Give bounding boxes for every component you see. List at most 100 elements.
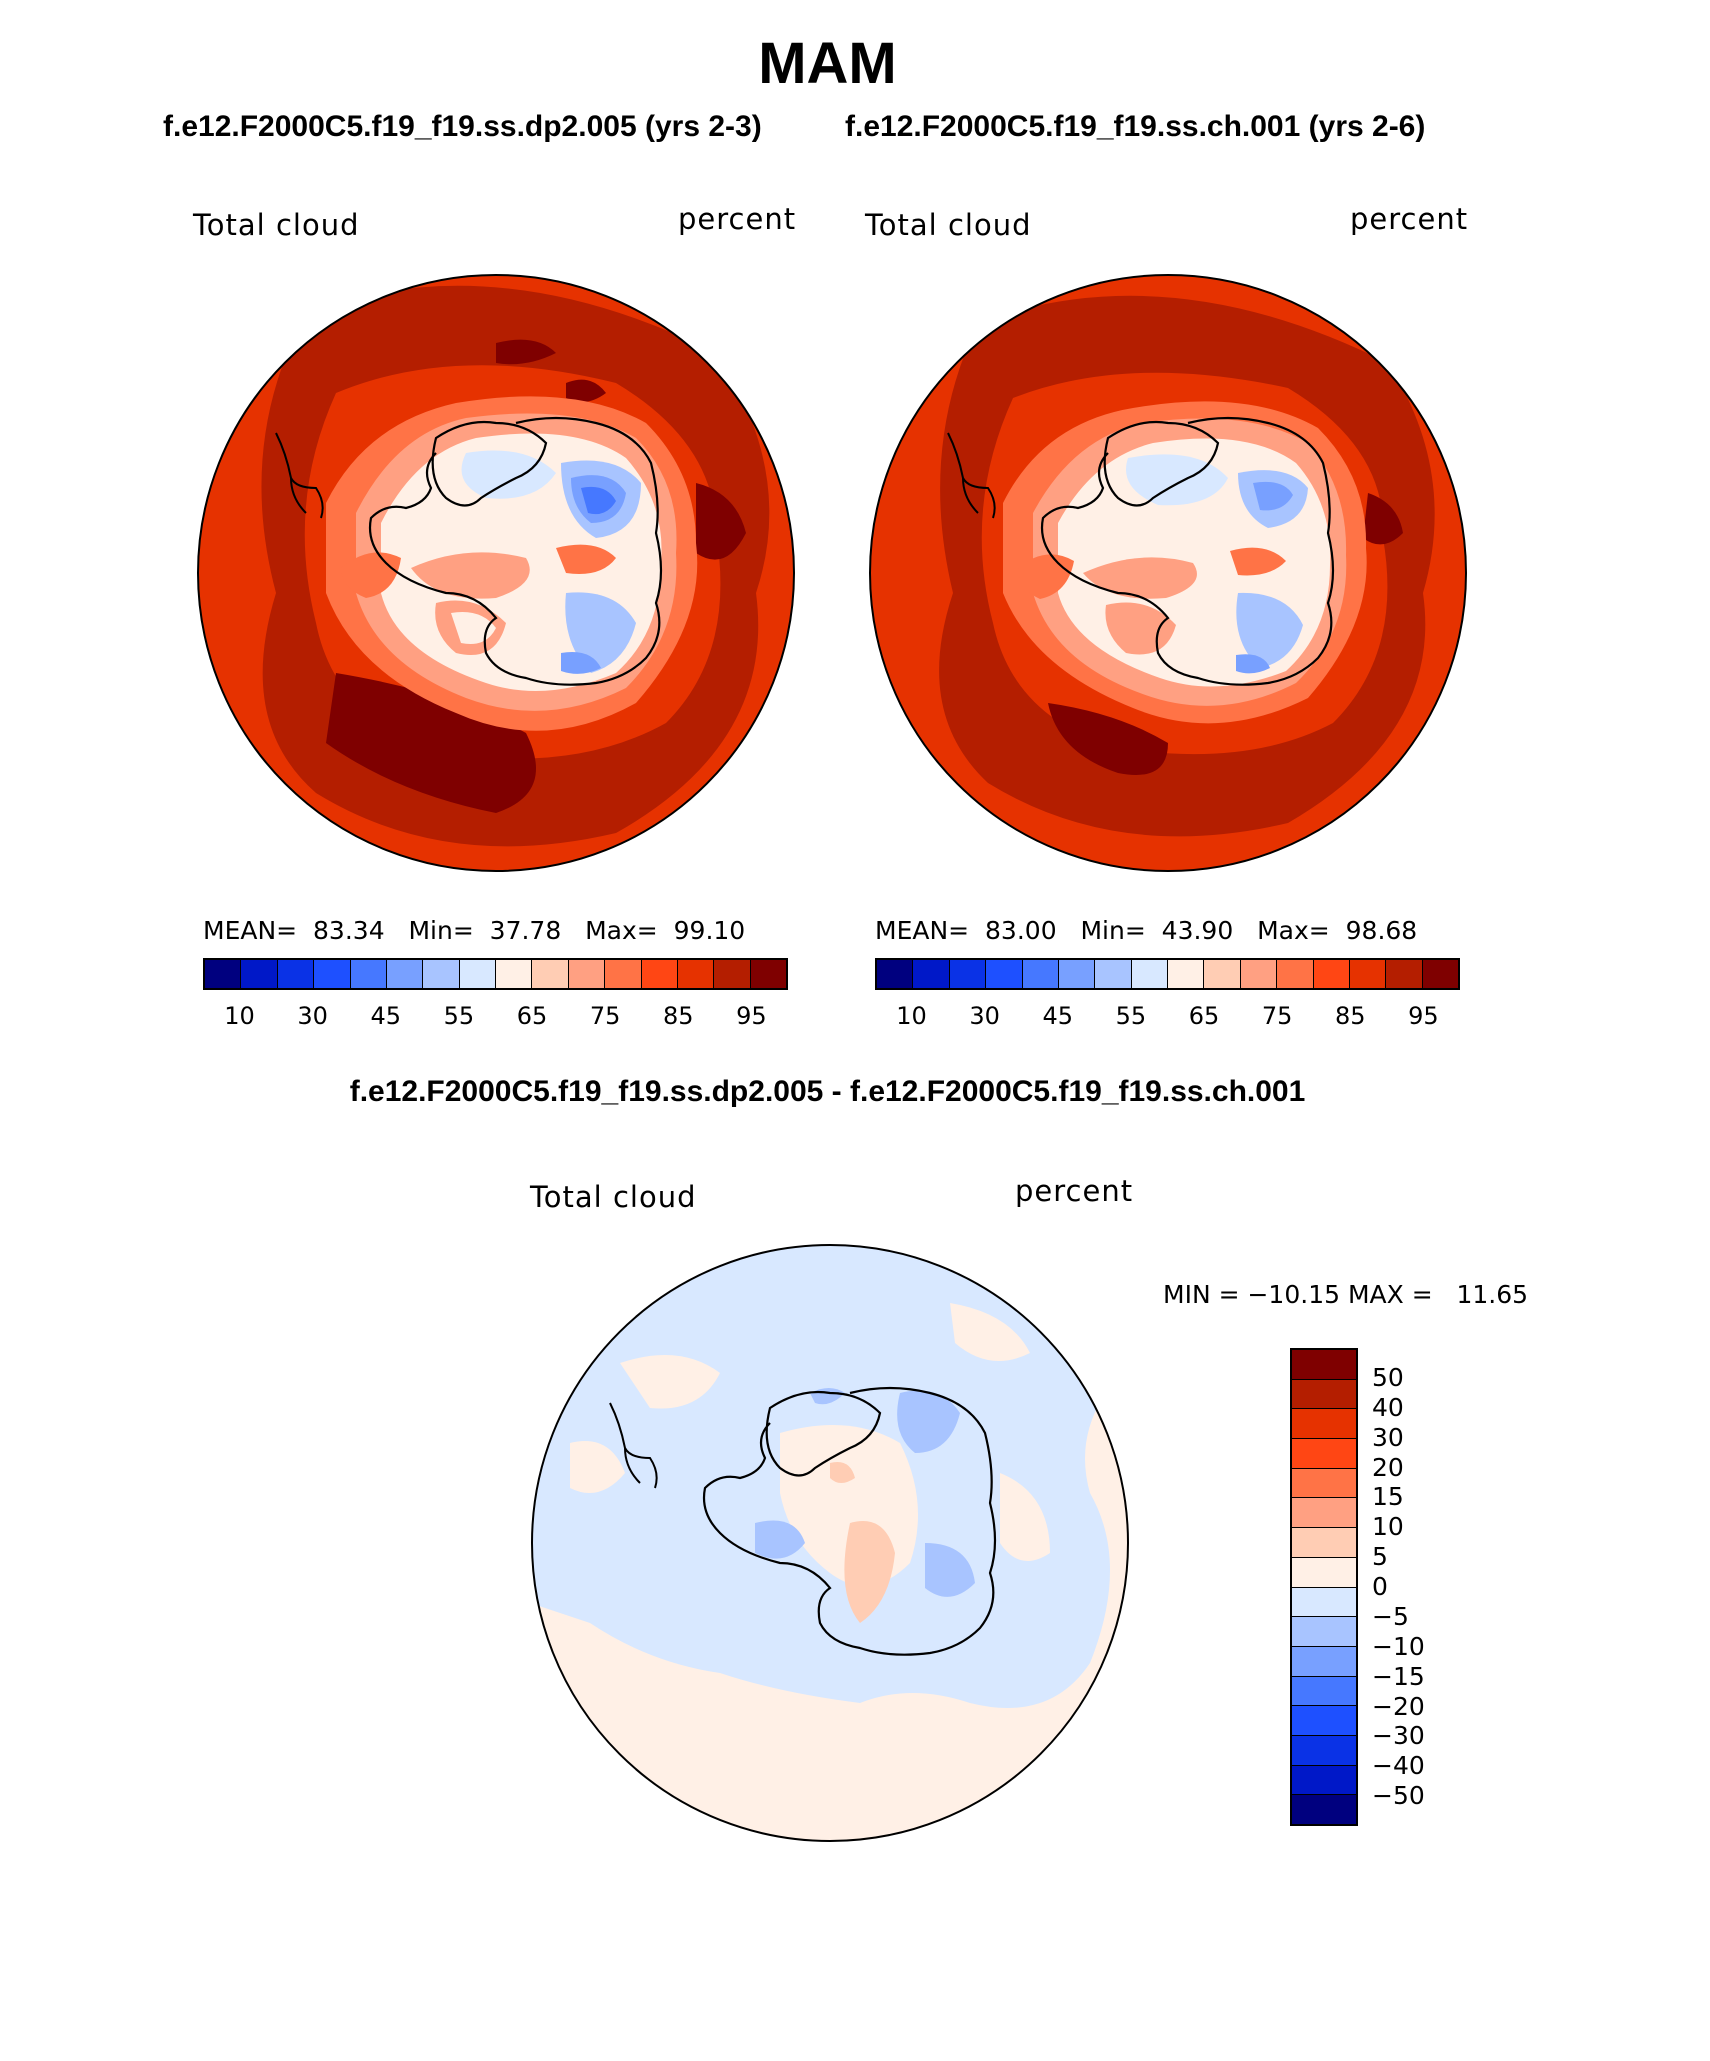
right-case-title: f.e12.F2000C5.f19_f19.ss.ch.001 (yrs 2-6… xyxy=(845,110,1426,143)
right-variable-label: Total cloud xyxy=(865,208,1032,242)
colorbar-tick-label: 65 xyxy=(516,1002,548,1030)
colorbar-tick-label: 55 xyxy=(1115,1002,1147,1030)
colorbar-swatch xyxy=(568,960,606,988)
right-colorbar xyxy=(875,958,1460,990)
colorbar-swatch xyxy=(1292,1706,1356,1736)
right-polar-map xyxy=(869,274,1467,872)
colorbar-swatch xyxy=(1277,960,1314,988)
difference-colorbar xyxy=(1290,1348,1358,1826)
map-blue-area xyxy=(565,592,636,673)
antarctic-peninsula-coastline xyxy=(275,432,324,519)
map-positive-patch xyxy=(1000,1473,1050,1561)
colorbar-swatch xyxy=(1292,1735,1356,1766)
map-blue-area xyxy=(1236,654,1270,674)
colorbar-swatch xyxy=(1292,1379,1356,1410)
colorbar-tick-label: 45 xyxy=(370,1002,402,1030)
left-polar-map xyxy=(197,274,795,872)
colorbar-tick-label: 75 xyxy=(589,1002,621,1030)
colorbar-tick-label: 10 xyxy=(224,1002,255,1030)
colorbar-swatch xyxy=(949,960,987,988)
colorbar-swatch xyxy=(1313,960,1350,988)
colorbar-swatch xyxy=(496,960,533,988)
mean-value: 83.00 xyxy=(985,916,1057,945)
colorbar-tick-label: 10 xyxy=(1372,1512,1404,1542)
map-ross-sea-warm xyxy=(1105,602,1176,655)
max-label: Max= xyxy=(1257,916,1330,945)
colorbar-tick-label: −50 xyxy=(1372,1781,1425,1811)
map-deep-blue-area xyxy=(581,486,616,515)
colorbar-swatch xyxy=(350,960,387,988)
left-variable-label: Total cloud xyxy=(193,208,360,242)
map-border xyxy=(531,1244,1129,1842)
antarctica-coastline xyxy=(368,416,663,686)
colorbar-swatch xyxy=(1292,1350,1356,1380)
colorbar-swatch xyxy=(532,960,569,988)
colorbar-swatch xyxy=(1422,960,1458,988)
colorbar-swatch xyxy=(1292,1587,1356,1618)
colorbar-tick-label: 10 xyxy=(896,1002,927,1030)
colorbar-swatch xyxy=(1386,960,1423,988)
colorbar-tick-label: 75 xyxy=(1261,1002,1293,1030)
colorbar-tick-label: 50 xyxy=(1372,1362,1404,1392)
colorbar-swatch xyxy=(1292,1676,1356,1707)
map-positive-patch xyxy=(570,1441,625,1493)
colorbar-swatch xyxy=(677,960,715,988)
difference-title: f.e12.F2000C5.f19_f19.ss.dp2.005 - f.e12… xyxy=(349,1075,1306,1108)
colorbar-tick-label: 15 xyxy=(1372,1482,1404,1512)
colorbar-swatch xyxy=(1292,1468,1356,1499)
left-stats: MEAN= 83.34 Min= 37.78 Max= 99.10 xyxy=(203,916,745,945)
colorbar-tick-label: −5 xyxy=(1372,1601,1409,1631)
mean-label: MEAN= xyxy=(203,916,298,945)
map-blue-area xyxy=(561,652,601,674)
colorbar-swatch xyxy=(1292,1409,1356,1440)
colorbar-swatch xyxy=(1168,960,1205,988)
map-darkest-patch xyxy=(566,379,606,402)
colorbar-tick-label: 20 xyxy=(1372,1452,1404,1482)
colorbar-tick-label: 0 xyxy=(1372,1572,1388,1601)
colorbar-swatch xyxy=(750,960,786,988)
colorbar-swatch xyxy=(423,960,460,988)
colorbar-swatch xyxy=(1058,960,1096,988)
colorbar-tick-label: 40 xyxy=(1372,1392,1404,1422)
colorbar-tick-label: −10 xyxy=(1372,1631,1425,1661)
figure-title: MAM xyxy=(758,31,897,96)
colorbar-swatch xyxy=(1292,1646,1356,1677)
colorbar-swatch xyxy=(877,960,914,988)
colorbar-swatch xyxy=(641,960,678,988)
antarctic-peninsula-coastline xyxy=(609,1402,658,1489)
difference-polar-map xyxy=(531,1244,1129,1842)
min-value: 43.90 xyxy=(1161,916,1234,945)
colorbar-swatch xyxy=(241,960,278,988)
map-warm-band xyxy=(1230,547,1286,576)
colorbar-tick-label: 5 xyxy=(1372,1542,1388,1572)
map-strong-positive-patch xyxy=(830,1462,855,1483)
map-darkest-patch xyxy=(1048,703,1168,775)
map-border xyxy=(869,274,1467,872)
colorbar-tick-label: 45 xyxy=(1042,1002,1074,1030)
min-label: Min= xyxy=(1080,916,1146,945)
colorbar-swatch xyxy=(1131,960,1168,988)
map-strong-negative-patch xyxy=(897,1390,960,1453)
mean-label: MEAN= xyxy=(875,916,970,945)
right-stats: MEAN= 83.00 Min= 43.90 Max= 98.68 xyxy=(875,916,1417,945)
colorbar-tick-label: −20 xyxy=(1372,1691,1425,1721)
colorbar-tick-label: 30 xyxy=(297,1002,328,1030)
colorbar-swatch xyxy=(986,960,1023,988)
colorbar-swatch xyxy=(913,960,950,988)
colorbar-tick-label: 30 xyxy=(969,1002,1000,1030)
colorbar-tick-label: −30 xyxy=(1372,1721,1425,1751)
colorbar-tick-label: 85 xyxy=(663,1002,694,1030)
colorbar-swatch xyxy=(459,960,496,988)
map-darkest-patch xyxy=(326,673,536,813)
colorbar-tick-label: 65 xyxy=(1188,1002,1220,1030)
antarctica-coastline xyxy=(702,1386,997,1656)
map-light-blue-area xyxy=(1126,454,1228,506)
colorbar-tick-label: 95 xyxy=(1408,1002,1439,1030)
map-darkest-patch xyxy=(1363,493,1403,545)
colorbar-swatch xyxy=(1292,1795,1356,1824)
colorbar-tick-label: 85 xyxy=(1335,1002,1366,1030)
max-label: Max= xyxy=(585,916,658,945)
colorbar-swatch xyxy=(1292,1557,1356,1588)
left-colorbar xyxy=(203,958,788,990)
map-darkest-patch xyxy=(696,483,746,560)
